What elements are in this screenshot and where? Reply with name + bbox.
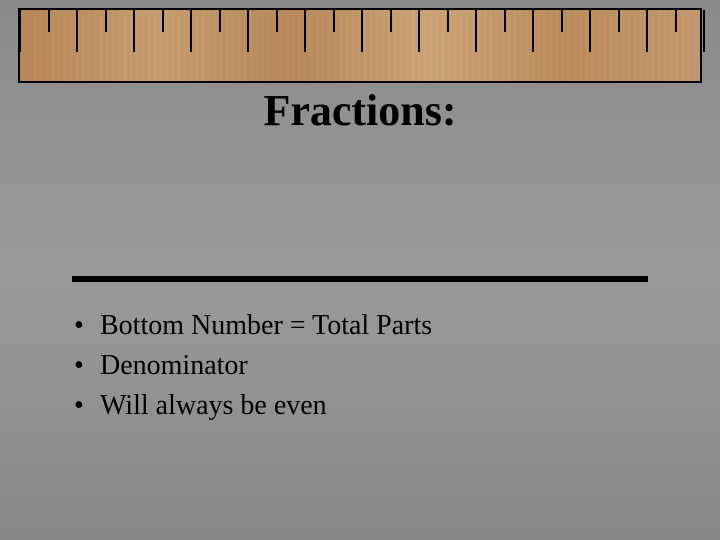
ruler-tick-major [589,10,591,52]
ruler-tick-minor [390,10,392,32]
ruler-tick-major [76,10,78,52]
list-item: Bottom Number = Total Parts [72,310,432,342]
ruler-tick-minor [675,10,677,32]
horizontal-divider [72,276,648,282]
ruler-tick-major [19,10,21,52]
ruler-tick-major [190,10,192,52]
ruler-tick-minor [162,10,164,32]
ruler-tick-minor [447,10,449,32]
ruler-tick-minor [219,10,221,32]
ruler-tick-minor [561,10,563,32]
bullet-list: Bottom Number = Total Parts Denominator … [72,310,432,430]
ruler-tick-major [304,10,306,52]
ruler-tick-minor [333,10,335,32]
ruler-tick-major [133,10,135,52]
ruler-tick-major [532,10,534,52]
list-item: Denominator [72,350,432,382]
ruler-tick-minor [504,10,506,32]
ruler-tick-major [418,10,420,52]
list-item: Will always be even [72,390,432,422]
ruler-tick-major [703,10,705,52]
ruler-tick-minor [276,10,278,32]
ruler [18,8,702,83]
ruler-tick-major [475,10,477,52]
ruler-tick-major [646,10,648,52]
ruler-tick-minor [618,10,620,32]
ruler-tick-major [361,10,363,52]
ruler-tick-minor [48,10,50,32]
page-title: Fractions: [0,85,720,136]
ruler-tick-minor [105,10,107,32]
ruler-tick-major [247,10,249,52]
